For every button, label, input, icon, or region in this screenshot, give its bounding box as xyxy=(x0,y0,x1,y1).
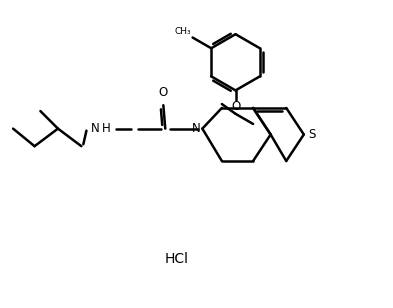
Text: HCl: HCl xyxy=(165,252,189,266)
Text: O: O xyxy=(231,100,240,113)
Text: S: S xyxy=(309,128,316,141)
Text: N: N xyxy=(192,122,200,135)
Text: O: O xyxy=(159,86,168,99)
Text: H: H xyxy=(102,122,110,135)
Text: CH₃: CH₃ xyxy=(174,26,191,35)
Text: N: N xyxy=(91,122,99,135)
